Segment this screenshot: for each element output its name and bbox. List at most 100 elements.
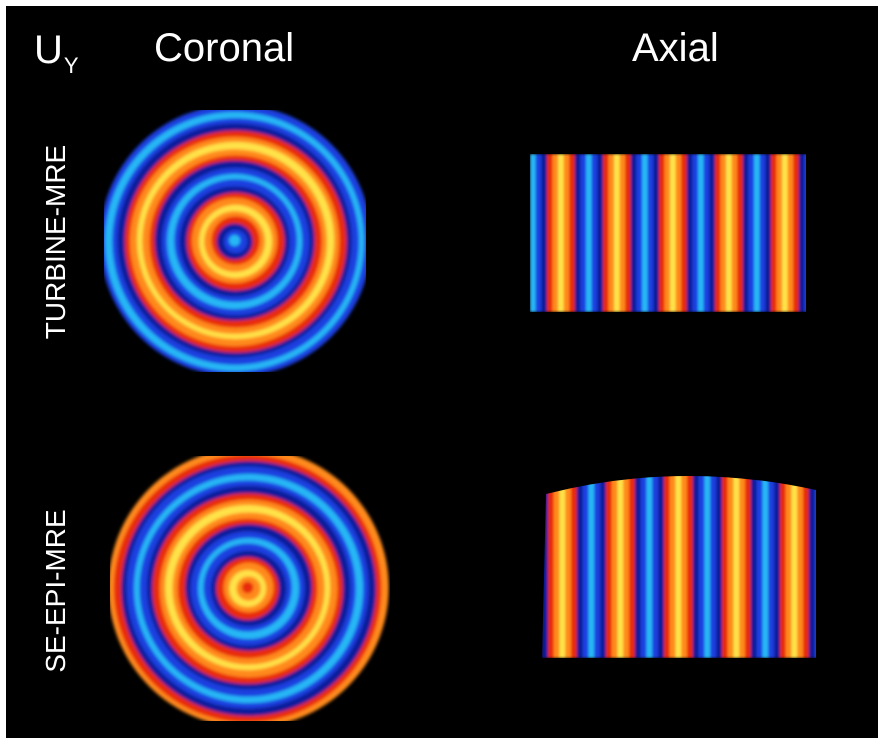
coronal-turbine-ring bbox=[229, 234, 241, 247]
axial-se-epi-stripe bbox=[675, 475, 682, 658]
axial-se-epi-stripe bbox=[559, 475, 566, 658]
axial-turbine-stripe bbox=[748, 154, 755, 312]
axial-se-epi-stripe bbox=[634, 475, 642, 658]
axial-turbine-stripe bbox=[804, 154, 806, 312]
axial-turbine-stripe bbox=[737, 154, 744, 312]
axial-turbine-stripe bbox=[798, 154, 805, 312]
axial-se-epi-stripe bbox=[547, 475, 555, 658]
axial-se-epi-stripe bbox=[803, 475, 810, 658]
axial-turbine-stripe bbox=[602, 154, 609, 312]
axial-turbine-stripe bbox=[608, 154, 615, 312]
axial-se-epi-stripe bbox=[791, 475, 798, 658]
axial-se-epi-stripe bbox=[762, 475, 769, 658]
axial-turbine-stripe bbox=[574, 154, 581, 312]
axial-turbine-stripe bbox=[765, 154, 772, 312]
axial-turbine-stripe bbox=[647, 154, 654, 312]
axial-turbine-stripe bbox=[703, 154, 710, 312]
axial-se-epi-stripe bbox=[681, 475, 688, 658]
axial-turbine-stripe bbox=[541, 154, 548, 312]
axial-se-epi-stripe bbox=[750, 475, 758, 658]
axial-turbine-stripe bbox=[692, 154, 699, 312]
axial-turbine-stripe bbox=[675, 154, 682, 312]
axial-se-epi-stripe bbox=[600, 475, 607, 658]
axial-se-epi-stripe bbox=[733, 475, 740, 658]
axial-turbine-stripe bbox=[720, 154, 727, 312]
axial-se-epi-stripe bbox=[797, 475, 804, 658]
displacement-component-label: UY bbox=[34, 28, 79, 78]
coronal-se-epi-wave-image bbox=[110, 456, 389, 721]
axial-turbine-stripe bbox=[630, 154, 637, 312]
axial-turbine-stripe bbox=[770, 154, 777, 312]
axial-turbine-stripe bbox=[759, 154, 766, 312]
axial-se-epi-stripe bbox=[646, 475, 653, 658]
coronal-turbine-wave-image bbox=[104, 110, 366, 372]
axial-se-epi-stripe bbox=[617, 475, 624, 658]
axial-se-epi-stripe bbox=[687, 475, 694, 658]
axial-se-epi-stripe bbox=[698, 475, 705, 658]
axial-turbine-stripe bbox=[530, 154, 537, 312]
axial-se-epi-wave-image bbox=[542, 475, 816, 658]
column-header-axial: Axial bbox=[632, 26, 719, 70]
axial-se-epi-stripe bbox=[594, 475, 601, 658]
row-label-turbine-mre: TURBINE-MRE bbox=[40, 144, 71, 340]
axial-turbine-stripe bbox=[552, 154, 559, 312]
axial-turbine-stripe bbox=[698, 154, 705, 312]
axial-se-epi-stripes bbox=[542, 475, 816, 658]
axial-se-epi-stripe bbox=[576, 475, 584, 658]
axial-turbine-stripe bbox=[653, 154, 660, 312]
axial-turbine-stripe bbox=[619, 154, 626, 312]
axial-turbine-stripe bbox=[670, 154, 677, 312]
axial-se-epi-stripe bbox=[779, 475, 787, 658]
axial-turbine-wave-image bbox=[530, 154, 806, 312]
axial-se-epi-stripe bbox=[739, 475, 746, 658]
axial-turbine-stripe bbox=[636, 154, 643, 312]
axial-se-epi-stripe bbox=[658, 475, 665, 658]
axial-se-epi-stripe bbox=[669, 475, 676, 658]
axial-se-epi-stripe bbox=[704, 475, 711, 658]
coronal-se-epi-rings bbox=[110, 456, 389, 721]
axial-se-epi-stripe bbox=[542, 475, 549, 658]
axial-turbine-stripe bbox=[664, 154, 671, 312]
axial-se-epi-stripe bbox=[663, 475, 671, 658]
axial-turbine-stripe bbox=[793, 154, 800, 312]
axial-se-epi-stripe bbox=[716, 475, 723, 658]
axial-se-epi-stripe bbox=[774, 475, 781, 658]
axial-turbine-stripe bbox=[726, 154, 733, 312]
coronal-se-epi-ring bbox=[241, 581, 254, 594]
axial-se-epi-stripe bbox=[611, 475, 618, 658]
axial-turbine-stripe bbox=[776, 154, 783, 312]
axial-turbine-stripe bbox=[731, 154, 738, 312]
axial-turbine-stripe bbox=[754, 154, 761, 312]
axial-se-epi-stripe bbox=[571, 475, 578, 658]
axial-se-epi-stripe bbox=[768, 475, 775, 658]
axial-turbine-stripe bbox=[586, 154, 593, 312]
axial-turbine-stripes bbox=[530, 154, 806, 312]
row-label-se-epi-mre: SE-EPI-MRE bbox=[40, 509, 71, 673]
axial-se-epi-stripe bbox=[565, 475, 572, 658]
axial-turbine-stripe bbox=[597, 154, 604, 312]
axial-se-epi-stripe bbox=[721, 475, 729, 658]
axial-turbine-stripe bbox=[546, 154, 553, 312]
axial-turbine-stripe bbox=[742, 154, 749, 312]
axial-se-epi-stripe bbox=[745, 475, 752, 658]
axial-turbine-stripe bbox=[686, 154, 693, 312]
axial-se-epi-stripe bbox=[553, 475, 560, 658]
axial-turbine-stripe bbox=[625, 154, 632, 312]
axial-se-epi-stripe bbox=[588, 475, 595, 658]
coronal-turbine-rings bbox=[104, 110, 366, 372]
axial-turbine-stripe bbox=[782, 154, 789, 312]
axial-turbine-stripe bbox=[658, 154, 665, 312]
column-header-coronal: Coronal bbox=[154, 26, 295, 70]
axial-turbine-stripe bbox=[563, 154, 570, 312]
axial-se-epi-stripe bbox=[640, 475, 647, 658]
axial-se-epi-stripe bbox=[652, 475, 659, 658]
axial-se-epi-stripe bbox=[582, 475, 589, 658]
axial-se-epi-stripe bbox=[808, 475, 816, 658]
axial-se-epi-stripe bbox=[756, 475, 763, 658]
axial-se-epi-stripe bbox=[785, 475, 792, 658]
axial-turbine-stripe bbox=[535, 154, 542, 312]
axial-se-epi-stripe bbox=[629, 475, 636, 658]
axial-se-epi-stripe bbox=[710, 475, 717, 658]
axial-se-epi-stripe bbox=[623, 475, 630, 658]
axial-turbine-stripe bbox=[681, 154, 688, 312]
